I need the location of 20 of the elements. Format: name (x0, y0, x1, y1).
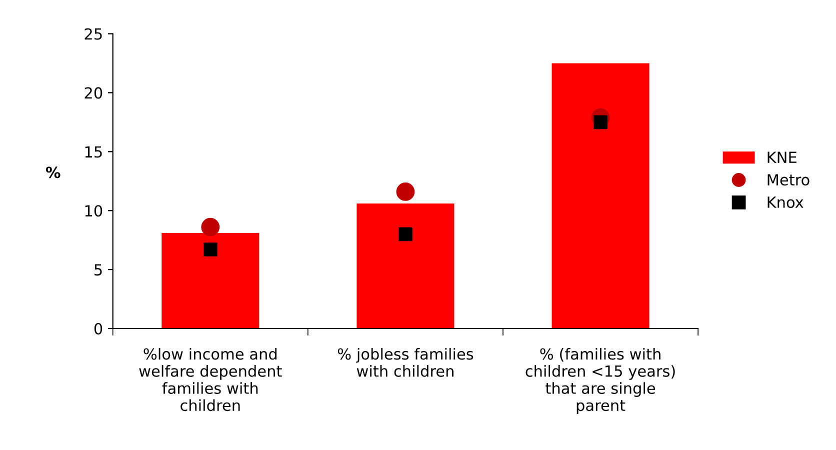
x-tick-label: % (families with children <15 years) that are single parent (526, 348, 675, 414)
point (203, 242, 218, 256)
bar (356, 204, 454, 328)
y-tick-label: 10 (85, 205, 102, 217)
legend-label: KNE (768, 152, 796, 163)
bar (552, 63, 650, 328)
y-axis-title: % (46, 166, 60, 178)
point (201, 218, 220, 236)
legend-label: Metro (768, 174, 810, 186)
x-tick-label: % jobless families with children (338, 348, 474, 377)
point (398, 227, 412, 242)
y-tick-label: 15 (85, 146, 102, 158)
x-tick-label: %low income and welfare dependent families with children (139, 348, 282, 412)
bar (162, 233, 260, 328)
y-tick-label: 5 (94, 264, 102, 276)
y-tick-label: 20 (84, 87, 102, 99)
point (396, 182, 415, 201)
y-tick-label: 0 (94, 322, 102, 335)
legend-label: Knox (768, 196, 804, 208)
y-tick-label: 25 (84, 28, 102, 40)
